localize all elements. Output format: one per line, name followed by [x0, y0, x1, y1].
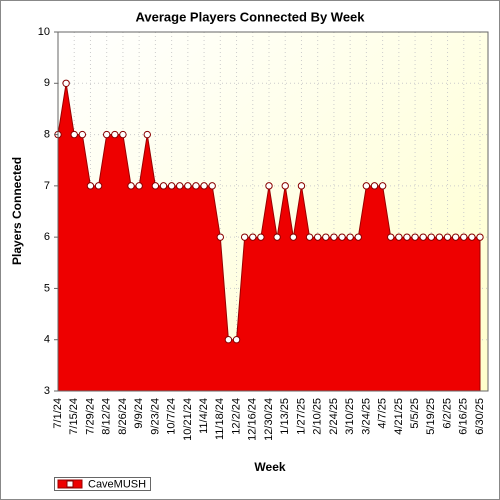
y-tick-label: 8: [44, 128, 50, 140]
point-marker: [451, 233, 460, 241]
x-tick-label: 2/10/25: [312, 398, 324, 435]
point-marker: [232, 336, 241, 344]
point-marker: [322, 233, 330, 241]
point-marker: [403, 233, 411, 241]
point-marker: [111, 130, 119, 139]
x-tick-label: 5/5/25: [409, 398, 421, 429]
x-tick-label: 11/18/24: [214, 398, 226, 440]
point-marker: [94, 182, 103, 190]
point-marker: [435, 233, 444, 241]
point-marker: [281, 182, 289, 190]
y-tick-label: 5: [44, 282, 50, 294]
point-marker: [184, 182, 192, 190]
y-tick-label: 4: [44, 334, 50, 346]
x-tick-label: 6/30/25: [474, 398, 486, 435]
x-tick-label: 11/4/24: [198, 398, 210, 434]
point-marker: [216, 233, 225, 241]
y-axis-label: Players Connected: [10, 157, 24, 265]
point-marker: [313, 233, 322, 241]
point-marker: [378, 182, 387, 190]
point-marker: [62, 79, 70, 87]
point-marker: [362, 182, 371, 190]
x-tick-label: 1/27/25: [295, 398, 307, 435]
point-marker: [208, 182, 216, 190]
point-marker: [354, 233, 362, 241]
point-marker: [143, 130, 151, 139]
y-tick-label: 6: [44, 231, 50, 243]
point-marker: [468, 233, 476, 241]
x-tick-label: 6/2/25: [441, 398, 453, 429]
point-marker: [135, 182, 143, 190]
x-tick-label: 8/26/24: [117, 398, 129, 435]
x-tick-label: 3/10/25: [344, 398, 356, 435]
point-marker: [192, 182, 200, 190]
x-tick-label: 9/9/24: [133, 398, 145, 429]
point-marker: [176, 182, 184, 190]
x-tick-label: 12/2/24: [230, 398, 242, 435]
x-tick-label: 2/24/25: [328, 398, 340, 435]
point-marker: [159, 182, 168, 190]
point-marker: [387, 233, 395, 241]
point-marker: [443, 233, 452, 241]
point-marker: [257, 233, 265, 241]
x-tick-label: 7/29/24: [84, 398, 96, 435]
x-tick-label: 7/1/24: [52, 398, 64, 429]
point-marker: [224, 336, 233, 344]
x-tick-label: 5/19/25: [425, 398, 437, 435]
point-marker: [370, 182, 379, 190]
point-marker: [127, 182, 135, 190]
point-marker: [200, 182, 208, 190]
point-marker: [476, 233, 484, 241]
plot-border: [57, 31, 489, 392]
point-marker: [338, 233, 346, 241]
point-marker: [78, 130, 87, 139]
y-tick-label: 3: [44, 385, 50, 397]
point-marker: [305, 233, 314, 241]
chart-title: Average Players Connected By Week: [135, 9, 365, 24]
point-marker: [167, 182, 176, 190]
marks: [54, 79, 484, 392]
point-marker: [119, 130, 127, 139]
point-marker: [265, 182, 273, 190]
x-tick-label: 3/24/25: [360, 398, 372, 435]
point-marker: [70, 130, 78, 139]
point-marker: [419, 233, 427, 241]
point-marker: [427, 233, 436, 241]
x-axis-label: Week: [254, 460, 285, 474]
x-tick-label: 12/30/24: [263, 398, 275, 441]
point-marker: [411, 233, 419, 241]
x-tick-label: 10/21/24: [182, 398, 194, 441]
y-tick-label: 10: [38, 26, 50, 38]
x-tick-label: 10/7/24: [166, 398, 178, 435]
point-marker: [346, 233, 354, 241]
point-marker: [395, 233, 403, 241]
x-tick-label: 9/23/24: [149, 398, 161, 435]
x-tick-label: 4/21/25: [393, 398, 405, 435]
x-tick-label: 8/12/24: [101, 398, 113, 435]
point-marker: [86, 182, 95, 190]
legend-label: CaveMUSH: [88, 478, 146, 490]
point-marker: [249, 233, 257, 241]
point-marker: [330, 233, 338, 241]
x-tick-label: 7/15/24: [68, 398, 80, 435]
x-tick-label: 6/16/25: [458, 398, 470, 435]
point-marker: [240, 233, 249, 241]
point-marker: [460, 233, 468, 241]
point-marker: [273, 233, 281, 241]
x-tick-label: 4/7/25: [377, 398, 389, 429]
y-tick-label: 9: [44, 77, 50, 89]
legend: CaveMUSH: [54, 477, 151, 491]
y-tick-label: 7: [44, 180, 50, 192]
legend-marker: [66, 480, 74, 488]
point-marker: [151, 182, 160, 190]
x-tick-label: 12/16/24: [247, 398, 259, 441]
point-marker: [289, 233, 298, 241]
x-tick-label: 1/13/25: [279, 398, 291, 435]
point-marker: [102, 130, 111, 139]
point-marker: [297, 182, 306, 190]
